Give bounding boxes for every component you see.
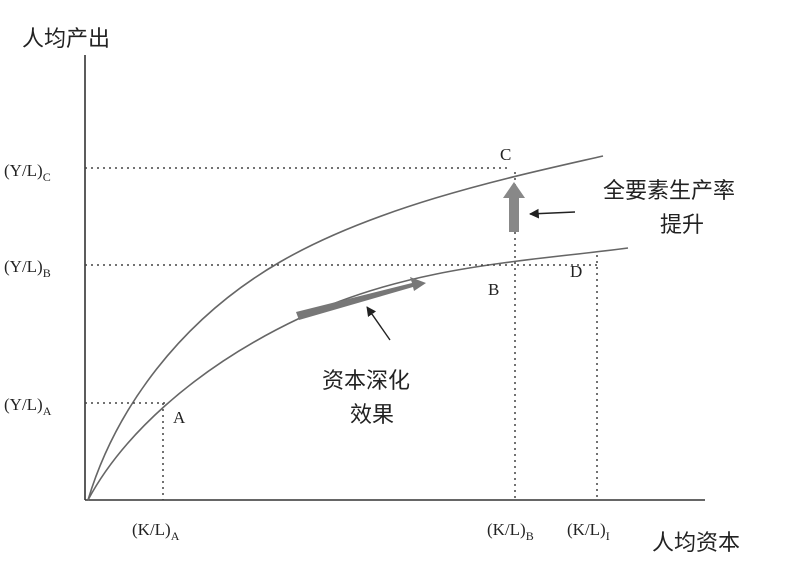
x-tick-label: (K/L)I <box>567 520 610 543</box>
annotation: 提升 <box>660 213 704 238</box>
x-tick-label: (K/L)B <box>487 520 534 543</box>
tfp-arrow <box>503 182 525 232</box>
point-label: D <box>570 262 582 281</box>
annotation: 全要素生产率 <box>603 179 735 204</box>
x-tick-label: (K/L)A <box>132 520 180 543</box>
upper-curve <box>87 155 604 501</box>
y-tick-label: (Y/L)C <box>4 161 51 184</box>
deepening-arrow <box>296 277 426 320</box>
point-label: C <box>500 145 511 164</box>
annotation: 资本深化 <box>322 369 410 394</box>
annotation: 效果 <box>350 403 394 428</box>
pointer-arrow <box>529 208 576 219</box>
x-axis-label: 人均资本 <box>652 531 740 556</box>
pointer-arrow <box>366 306 391 341</box>
point-label: A <box>173 408 186 427</box>
y-axis-label: 人均产出 <box>22 27 110 52</box>
y-tick-label: (Y/L)B <box>4 257 51 280</box>
y-tick-label: (Y/L)A <box>4 395 52 418</box>
point-label: B <box>488 280 499 299</box>
